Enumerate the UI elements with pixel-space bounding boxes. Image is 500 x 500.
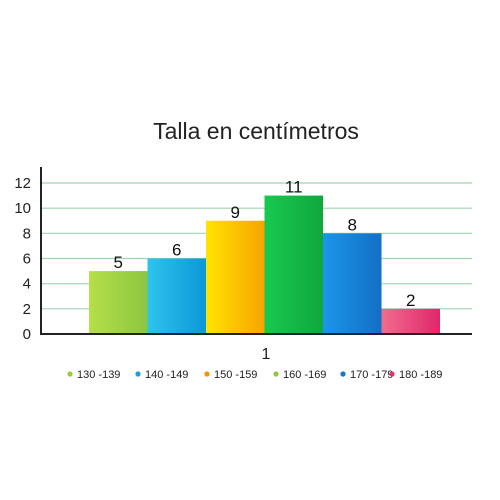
legend-item: 140 -149 (135, 369, 188, 381)
bar (89, 271, 148, 334)
bar (264, 195, 323, 334)
bars (89, 195, 440, 334)
bar (206, 220, 265, 334)
legend-marker (204, 371, 210, 377)
legend-label: 140 -149 (145, 369, 188, 381)
y-axis-ticks: 0 2 4 6 8 10 12 (14, 175, 31, 343)
legend-item: 170 -179 (340, 369, 393, 381)
legend-item: 130 -139 (67, 369, 120, 381)
legend: 130 -139 140 -149 150 -159 160 -169 170 -179… (67, 369, 442, 381)
legend-label: 180 -189 (399, 369, 442, 381)
legend-label: 170 -179 (350, 369, 393, 381)
legend-label: 150 -159 (214, 369, 257, 381)
bar-value-label: 8 (348, 215, 357, 234)
bar-value-label: 6 (172, 241, 181, 260)
bar (381, 308, 440, 334)
legend-item: 150 -159 (204, 369, 257, 381)
legend-item: 160 -169 (273, 369, 326, 381)
data-labels: 5 6 9 11 8 2 (114, 178, 416, 310)
bar-value-label: 5 (114, 253, 123, 272)
y-tick-label: 0 (23, 326, 31, 343)
legend-marker (389, 371, 395, 377)
x-category-label: 1 (262, 346, 271, 363)
legend-marker (340, 371, 346, 377)
y-tick-label: 4 (23, 276, 31, 293)
legend-marker (135, 371, 141, 377)
legend-label: 130 -139 (77, 369, 120, 381)
y-tick-label: 2 (23, 301, 31, 318)
legend-marker (67, 371, 73, 377)
y-tick-label: 6 (23, 251, 31, 268)
legend-item: 180 -189 (389, 369, 442, 381)
bar-value-label: 11 (285, 178, 303, 197)
legend-marker (273, 371, 279, 377)
bar (323, 233, 382, 334)
bar (147, 258, 206, 334)
legend-label: 160 -169 (283, 369, 326, 381)
bar-value-label: 2 (406, 291, 415, 310)
chart-title: Talla en centímetros (153, 118, 359, 144)
bar-value-label: 9 (231, 203, 240, 222)
y-tick-label: 12 (14, 175, 31, 192)
y-tick-label: 10 (14, 200, 31, 217)
y-tick-label: 8 (23, 225, 31, 242)
